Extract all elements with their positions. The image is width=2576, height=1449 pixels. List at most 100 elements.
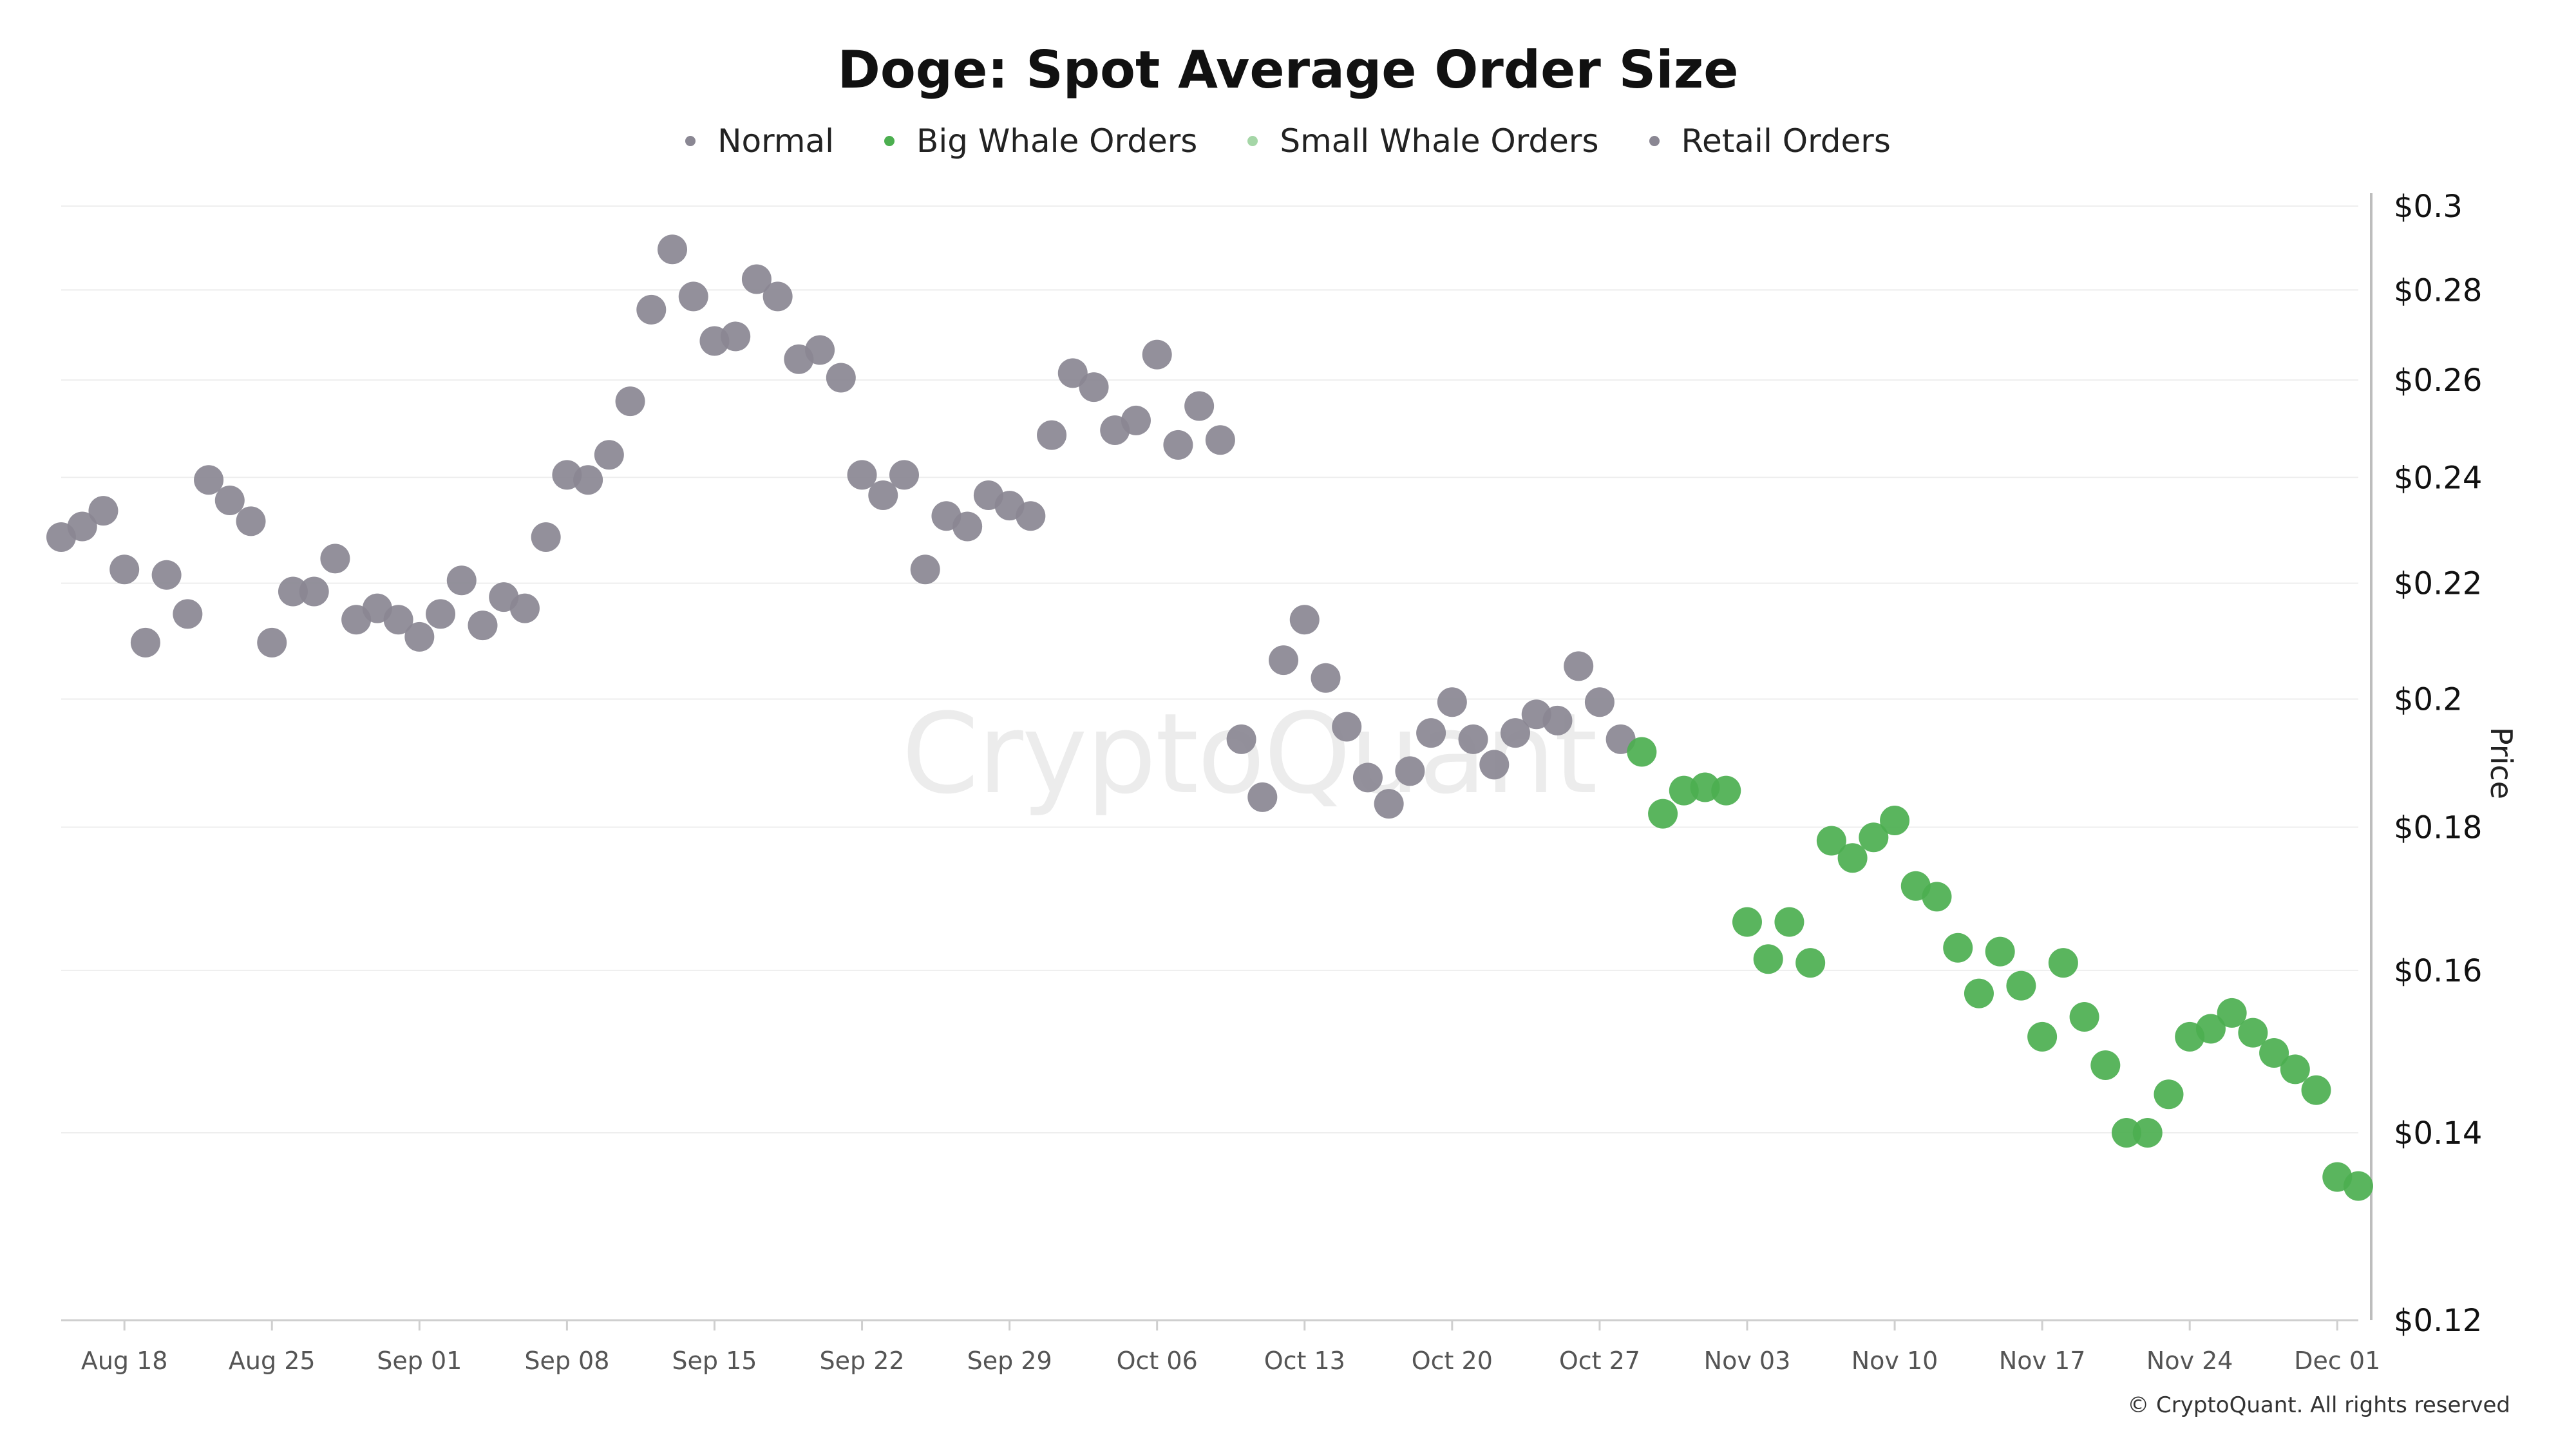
data-point bbox=[236, 506, 266, 536]
data-point bbox=[1226, 724, 1256, 754]
data-point bbox=[2195, 1014, 2226, 1044]
data-point bbox=[1352, 762, 1383, 793]
x-tick-label: Oct 27 bbox=[1559, 1347, 1640, 1375]
x-tick-label: Oct 06 bbox=[1117, 1347, 1198, 1375]
data-point bbox=[257, 627, 287, 658]
data-point bbox=[594, 440, 624, 470]
data-point bbox=[383, 605, 413, 635]
legend-item[interactable]: Retail Orders bbox=[1649, 122, 1891, 160]
x-tick-label: Sep 29 bbox=[967, 1347, 1052, 1375]
data-point bbox=[426, 599, 456, 629]
data-point bbox=[2217, 998, 2247, 1028]
data-point bbox=[2301, 1075, 2331, 1105]
data-point bbox=[868, 480, 898, 511]
data-point bbox=[1121, 405, 1151, 435]
chart-title: Doge: Spot Average Order Size bbox=[837, 40, 1739, 100]
legend-item[interactable]: Normal bbox=[685, 122, 834, 160]
data-point bbox=[88, 496, 118, 526]
x-tick-label: Sep 15 bbox=[672, 1347, 757, 1375]
data-point bbox=[1774, 907, 1804, 937]
legend-item[interactable]: Small Whale Orders bbox=[1247, 122, 1599, 160]
x-tick-label: Nov 24 bbox=[2146, 1347, 2233, 1375]
y-tick-label: $0.22 bbox=[2394, 566, 2482, 602]
data-point bbox=[2280, 1054, 2310, 1084]
data-point bbox=[2132, 1117, 2163, 1148]
data-point bbox=[446, 565, 477, 596]
data-point bbox=[952, 511, 983, 542]
y-tick-label: $0.16 bbox=[2394, 953, 2482, 989]
data-point bbox=[2344, 1171, 2373, 1201]
data-point bbox=[678, 281, 708, 312]
data-point bbox=[2090, 1050, 2121, 1081]
x-tick-label: Dec 01 bbox=[2294, 1347, 2380, 1375]
data-point bbox=[826, 363, 856, 393]
x-tick-label: Nov 17 bbox=[1999, 1347, 2086, 1375]
legend-label: Retail Orders bbox=[1681, 122, 1891, 160]
data-point bbox=[1943, 933, 1973, 963]
data-point bbox=[1985, 936, 2015, 967]
x-tick-label: Sep 01 bbox=[377, 1347, 462, 1375]
data-point bbox=[404, 621, 435, 652]
data-point bbox=[805, 335, 835, 365]
data-point bbox=[194, 465, 224, 495]
data-point bbox=[573, 465, 603, 495]
data-point bbox=[1501, 718, 1531, 748]
data-point bbox=[762, 281, 793, 312]
data-point bbox=[151, 560, 182, 590]
y-tick-label: $0.28 bbox=[2394, 272, 2482, 308]
y-axis-title: Price bbox=[2484, 727, 2519, 799]
data-point bbox=[910, 554, 940, 585]
data-point bbox=[509, 593, 540, 623]
copyright-text: © CryptoQuant. All rights reserved bbox=[2127, 1392, 2510, 1418]
data-point bbox=[130, 627, 160, 658]
data-point bbox=[1416, 718, 1446, 748]
data-point bbox=[847, 460, 877, 490]
y-tick-label: $0.18 bbox=[2394, 810, 2482, 846]
legend-label: Normal bbox=[717, 122, 835, 160]
data-point bbox=[531, 522, 561, 553]
data-point bbox=[1542, 705, 1573, 735]
data-point bbox=[1163, 430, 1193, 460]
data-point bbox=[1016, 501, 1046, 531]
data-point bbox=[1816, 826, 1846, 856]
data-point bbox=[1964, 978, 1994, 1009]
data-point bbox=[1711, 775, 1741, 806]
data-point bbox=[1564, 651, 1594, 681]
data-point bbox=[1880, 806, 1910, 836]
y-tick-label: $0.12 bbox=[2394, 1303, 2482, 1339]
data-point bbox=[2259, 1037, 2289, 1068]
data-point bbox=[278, 576, 308, 607]
data-point bbox=[2069, 1002, 2099, 1032]
data-point bbox=[1057, 358, 1088, 388]
legend-item[interactable]: Big Whale Orders bbox=[884, 122, 1197, 160]
x-tick-label: Nov 03 bbox=[1704, 1347, 1791, 1375]
data-point bbox=[173, 599, 203, 629]
legend-marker-icon bbox=[1649, 136, 1660, 146]
data-point bbox=[1437, 687, 1467, 717]
data-point bbox=[214, 486, 245, 516]
data-point bbox=[2027, 1021, 2058, 1052]
data-point bbox=[636, 294, 667, 325]
data-point bbox=[741, 264, 772, 294]
data-point bbox=[1079, 372, 1109, 402]
data-point bbox=[1479, 750, 1510, 780]
legend-label: Small Whale Orders bbox=[1280, 122, 1599, 160]
x-tick-label: Sep 08 bbox=[524, 1347, 609, 1375]
y-tick-label: $0.3 bbox=[2394, 189, 2463, 225]
data-point bbox=[67, 511, 97, 542]
legend-label: Big Whale Orders bbox=[916, 122, 1198, 160]
data-point bbox=[1311, 663, 1341, 693]
data-point bbox=[109, 554, 140, 585]
data-point bbox=[1648, 799, 1678, 829]
data-point bbox=[1859, 822, 1889, 853]
data-point bbox=[2238, 1018, 2268, 1048]
y-tick-label: $0.24 bbox=[2394, 460, 2482, 496]
data-point bbox=[889, 460, 919, 490]
y-tick-label: $0.14 bbox=[2394, 1115, 2482, 1151]
legend-marker-icon bbox=[1247, 136, 1258, 146]
data-point bbox=[658, 234, 688, 265]
legend-marker-icon bbox=[884, 136, 895, 146]
data-point bbox=[468, 611, 498, 641]
legend-marker-icon bbox=[685, 136, 696, 146]
